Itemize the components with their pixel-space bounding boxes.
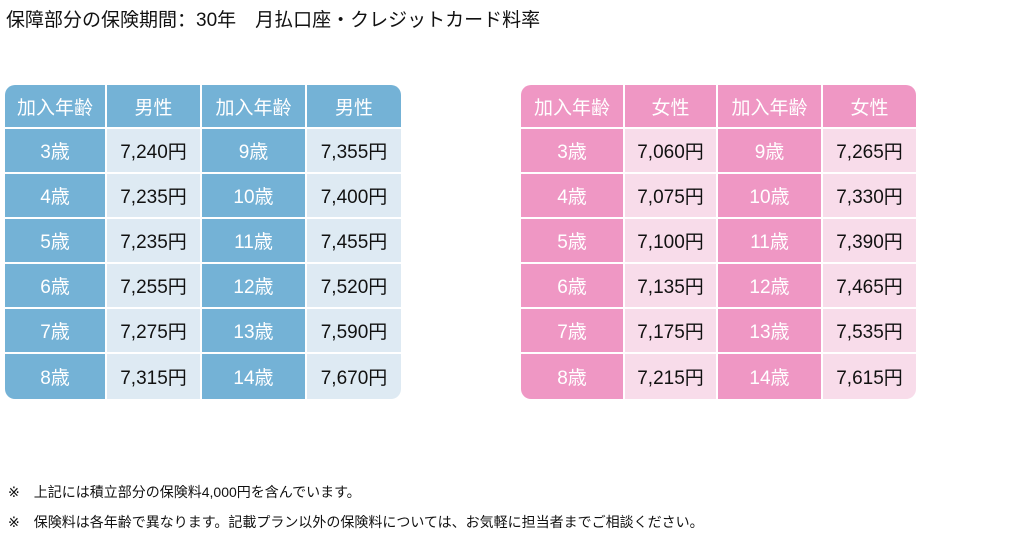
premium-cell: 7,135円 [625, 264, 718, 309]
premium-cell: 7,075円 [625, 174, 718, 219]
age-cell: 5歳 [521, 219, 625, 264]
premium-cell: 7,100円 [625, 219, 718, 264]
premium-cell: 7,235円 [107, 174, 202, 219]
age-header: 加入年齢 [718, 85, 823, 129]
age-cell: 7歳 [5, 309, 107, 354]
premium-cell: 7,390円 [823, 219, 916, 264]
age-cell: 14歳 [202, 354, 307, 399]
premium-cell: 7,670円 [307, 354, 401, 399]
male-premium-table: 加入年齢 男性 加入年齢 男性 3歳 7,240円 9歳 7,355円 4歳 7,235円 10歳 7… [5, 85, 401, 399]
age-cell: 9歳 [718, 129, 823, 174]
age-header: 加入年齢 [5, 85, 107, 129]
age-header: 加入年齢 [202, 85, 307, 129]
premium-cell: 7,255円 [107, 264, 202, 309]
premium-cell: 7,315円 [107, 354, 202, 399]
age-cell: 6歳 [5, 264, 107, 309]
age-cell: 4歳 [521, 174, 625, 219]
premium-cell: 7,465円 [823, 264, 916, 309]
age-cell: 8歳 [521, 354, 625, 399]
age-cell: 9歳 [202, 129, 307, 174]
age-cell: 3歳 [5, 129, 107, 174]
premium-cell: 7,265円 [823, 129, 916, 174]
age-cell: 5歳 [5, 219, 107, 264]
age-cell: 10歳 [202, 174, 307, 219]
age-cell: 11歳 [202, 219, 307, 264]
premium-cell: 7,240円 [107, 129, 202, 174]
premium-cell: 7,175円 [625, 309, 718, 354]
gender-header: 女性 [823, 85, 916, 129]
age-cell: 4歳 [5, 174, 107, 219]
note-1: ※ 上記には積立部分の保険料4,000円を含んでいます。 [8, 484, 361, 500]
gender-header: 男性 [307, 85, 401, 129]
premium-cell: 7,235円 [107, 219, 202, 264]
premium-cell: 7,215円 [625, 354, 718, 399]
age-cell: 7歳 [521, 309, 625, 354]
age-cell: 8歳 [5, 354, 107, 399]
age-cell: 10歳 [718, 174, 823, 219]
premium-cell: 7,455円 [307, 219, 401, 264]
gender-header: 女性 [625, 85, 718, 129]
page-title: 保障部分の保険期間：30年 月払口座・クレジットカード料率 [6, 10, 541, 31]
age-cell: 3歳 [521, 129, 625, 174]
female-premium-table: 加入年齢 女性 加入年齢 女性 3歳 7,060円 9歳 7,265円 4歳 7,075円 10歳 7… [521, 85, 916, 399]
note-2: ※ 保険料は各年齢で異なります。記載プラン以外の保険料については、お気軽に担当者… [8, 514, 704, 530]
age-cell: 6歳 [521, 264, 625, 309]
age-cell: 14歳 [718, 354, 823, 399]
age-cell: 11歳 [718, 219, 823, 264]
age-cell: 13歳 [202, 309, 307, 354]
age-cell: 12歳 [718, 264, 823, 309]
premium-cell: 7,275円 [107, 309, 202, 354]
premium-cell: 7,355円 [307, 129, 401, 174]
age-header: 加入年齢 [521, 85, 625, 129]
premium-cell: 7,590円 [307, 309, 401, 354]
premium-cell: 7,330円 [823, 174, 916, 219]
gender-header: 男性 [107, 85, 202, 129]
premium-cell: 7,535円 [823, 309, 916, 354]
premium-cell: 7,615円 [823, 354, 916, 399]
premium-cell: 7,060円 [625, 129, 718, 174]
premium-cell: 7,400円 [307, 174, 401, 219]
age-cell: 12歳 [202, 264, 307, 309]
premium-cell: 7,520円 [307, 264, 401, 309]
age-cell: 13歳 [718, 309, 823, 354]
